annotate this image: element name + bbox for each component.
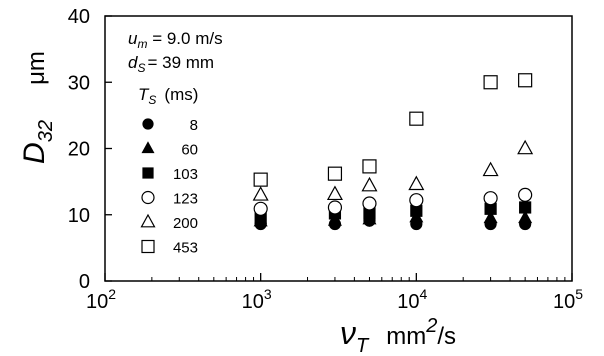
legend-label: 200 [173, 215, 198, 232]
legend-marker-103 [142, 167, 154, 179]
legend-title-text: (ms) [164, 85, 198, 104]
x-axis-label: νT mm2/s [340, 315, 456, 356]
data-point-series-200 [361, 176, 378, 192]
y-tick-label: 30 [68, 72, 90, 94]
data-point-series-453 [409, 111, 424, 126]
y-axis-label-sub: 32 [35, 120, 57, 142]
data-point-series-200 [408, 175, 425, 191]
x-tick-label: 105 [553, 286, 583, 313]
x-axis-unit-exp: 2 [425, 315, 437, 337]
data-point-series-123 [518, 187, 533, 202]
y-tick-label: 10 [68, 205, 90, 227]
data-point-series-60 [518, 210, 533, 224]
x-axis-label-main: ν [340, 315, 356, 351]
data-point-series-60 [327, 212, 342, 226]
data-point-series-453 [253, 172, 268, 187]
y-tick-label: 40 [68, 6, 90, 28]
y-tick-labels: 0 10 20 30 40 [68, 6, 90, 293]
data-point-series-200 [517, 139, 534, 155]
legend-label: 60 [181, 142, 198, 159]
legend-label: 123 [173, 191, 198, 208]
data-point-series-123 [253, 201, 268, 216]
data-point-series-453 [518, 73, 533, 88]
legend-title: TS (ms) [138, 85, 198, 107]
data-point-series-200 [252, 186, 269, 201]
svg-text:D32: D32 [18, 120, 57, 164]
x-axis-unit-post: /s [437, 323, 456, 350]
legend-marker-123 [141, 190, 155, 205]
annotation-um: um = 9.0 m/s [128, 29, 223, 51]
x-axis-label-sub: T [356, 335, 370, 356]
y-axis-label-main: D [18, 142, 51, 164]
y-tick-label: 20 [68, 139, 90, 161]
y-axis-unit-text: μm [23, 51, 50, 85]
annotation-um-text: = 9.0 m/s [147, 29, 222, 48]
annotation-ds-text: = 39 mm [147, 53, 214, 72]
data-point-series-123 [409, 193, 424, 208]
data-point-series-453 [483, 75, 498, 90]
data-point-series-60 [483, 210, 498, 224]
x-tick-label: 104 [397, 286, 427, 313]
annotation-ds-sub: S [137, 61, 145, 75]
legend-title-sub: S [148, 93, 156, 107]
legend: 8 60 103 123 200 453 [140, 117, 198, 257]
data-point-series-103 [519, 201, 532, 214]
x-tick-labels: 102 103 104 105 [86, 286, 583, 313]
data-point-series-123 [362, 196, 377, 211]
legend-marker-200 [140, 213, 156, 228]
legend-marker-60 [141, 141, 155, 154]
y-tick-label: 0 [79, 271, 90, 293]
annotation-ds: dS = 39 mm [128, 53, 214, 75]
legend-label: 8 [190, 117, 198, 134]
x-tick-label: 103 [242, 286, 272, 313]
legend-label: 453 [173, 240, 198, 257]
legend-title-var: T [138, 85, 150, 104]
x-tick-label: 102 [86, 286, 116, 313]
annotation-ds-var: d [128, 53, 138, 72]
x-axis-unit-pre: mm [386, 323, 426, 350]
data-point-series-453 [327, 166, 343, 181]
annotation-um-sub: m [137, 37, 147, 51]
data-points [252, 73, 534, 231]
data-point-series-123 [483, 191, 498, 206]
data-point-series-453 [362, 159, 377, 174]
data-point-series-200 [326, 185, 343, 201]
ticks-layer [104, 15, 573, 282]
legend-label: 103 [173, 166, 198, 183]
legend-marker-8 [142, 118, 154, 130]
data-point-series-123 [327, 200, 343, 215]
annotation-um-var: u [128, 29, 138, 48]
data-point-series-200 [482, 161, 499, 177]
legend-marker-453 [141, 239, 155, 254]
y-axis-label: D32 [18, 120, 57, 164]
y-axis-unit: μm [23, 51, 50, 85]
